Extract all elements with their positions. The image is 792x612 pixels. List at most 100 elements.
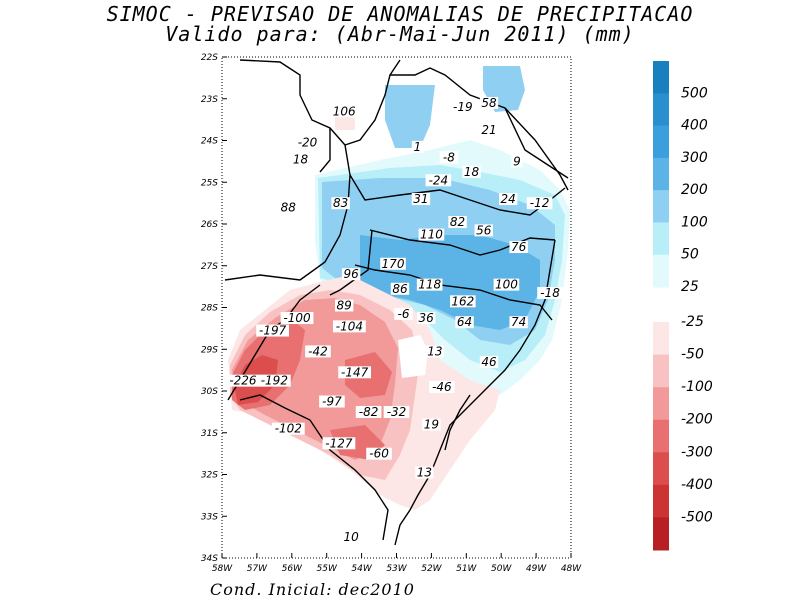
value-label: -97 [322,395,342,409]
value-label-bg [380,257,406,270]
value-label: 96 [343,267,359,281]
value-label-bg [509,241,528,254]
value-label: -104 [336,319,363,333]
lat-label-24s: 24S [201,137,218,147]
value-label: 13 [417,466,432,480]
value-label-bg [341,268,361,281]
value-label-bg [479,124,499,137]
value-label-bg [331,105,357,118]
lon-label-57w: 57W [247,564,268,574]
map-title: SIMOC - PREVISAO DE ANOMALIAS DE PRECIPI… [106,2,694,26]
lat-label-31s: 31S [201,429,218,439]
legend-label: 500 [681,85,708,101]
value-label: 170 [382,257,405,271]
value-label: 10 [343,530,359,544]
value-label: 1 [414,140,422,154]
lon-label-50w: 50W [491,564,512,574]
value-label: -12 [530,196,550,210]
boundary-sao-paulo-north [344,67,569,191]
lagoon-outline [444,394,471,451]
value-label-bg [366,447,392,460]
value-label-bg [355,405,382,418]
value-label-bg [322,437,356,450]
boundary-sc-rs [354,264,553,321]
value-label-bg [425,345,445,358]
map-subtitle: Valido para: (Abr-Mai-Jun 2011) (mm) [165,22,635,46]
value-label: 83 [333,196,348,210]
value-label-bg [422,418,441,431]
value-label: 82 [450,215,465,229]
value-label: -20 [298,136,318,150]
value-label-bg [226,374,260,387]
value-label-bg [439,151,459,164]
value-label: 46 [481,355,497,369]
value-label-bg [341,531,361,544]
value-label-bg [390,282,410,295]
legend-swatch [653,157,669,191]
value-label: 19 [424,417,439,431]
legend-label: -300 [681,444,713,460]
value-label: 58 [481,96,497,110]
legend-label: 300 [681,150,708,166]
lat-label-25s: 25S [201,178,218,188]
value-label: -127 [325,436,353,450]
value-label-bg [462,165,481,178]
value-label-bg [448,216,467,228]
legend-swatch [653,222,669,256]
value-label: 162 [451,294,474,308]
value-label-bg [526,197,553,210]
value-label-bg [511,155,523,168]
value-label: 31 [413,192,428,206]
value-label: -60 [369,447,389,461]
value-label: -102 [275,422,302,436]
value-label-bg [450,101,476,114]
legend-label: 25 [681,279,699,295]
value-label: -197 [259,324,287,338]
value-label-bg [411,140,424,153]
value-label: -46 [432,380,452,394]
legend-label: -50 [681,347,704,363]
value-label: -42 [308,344,328,358]
legend-swatch [653,190,669,223]
value-label: 76 [511,240,527,254]
value-label: 118 [418,278,441,292]
value-label-bg [256,324,290,337]
legend-label: 100 [681,214,708,230]
value-label: -24 [429,173,449,187]
value-label: 24 [501,192,516,206]
lat-label-26s: 26S [201,220,218,230]
value-label-bg [416,278,443,291]
value-label-bg [474,224,493,237]
value-label-bg [383,405,410,418]
value-label: 64 [457,315,472,329]
value-label-bg [394,307,413,320]
value-label: -8 [443,150,455,164]
value-label-bg [479,97,499,110]
boundary-east-sp [504,107,569,179]
value-label-bg [416,312,436,325]
legend-label: -25 [681,314,704,330]
value-label-bg [334,299,354,312]
lat-label-29s: 29S [201,345,218,355]
longitude-labels: 58W 57W 56W 55W 54W 53W 52W 51W 50W 49W 48W [212,553,582,574]
legend-swatch [653,61,669,94]
lat-label-23s: 23S [201,95,218,105]
legend-label: 50 [681,247,699,263]
value-label-bg [338,366,372,379]
boundary-rs-uruguay [239,394,389,541]
lon-label-52w: 52W [421,564,442,574]
legend-swatch [653,322,669,356]
value-label: -192 [261,374,288,388]
lon-label-54w: 54W [351,564,372,574]
value-label-bg [425,174,452,187]
lon-label-58w: 58W [212,564,233,574]
legend-swatch [653,517,669,551]
value-label-bg [294,136,321,149]
lat-label-30s: 30S [201,387,218,397]
value-label: -226 [229,374,257,388]
color-legend: 500 400 300 200 100 50 25 -25 -50 -100 -200 -300 -40… [653,61,713,551]
legend-swatch [653,387,669,421]
value-label: -18 [540,286,560,300]
value-label-bg [331,197,350,210]
